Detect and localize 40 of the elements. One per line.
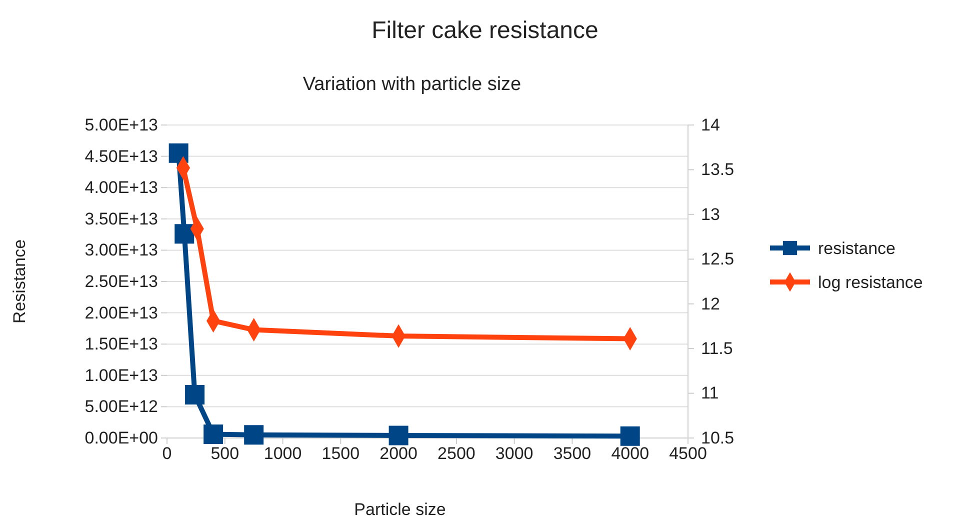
y-tick-label: 5.00E+12: [84, 397, 158, 416]
y-tick-label: 4.00E+13: [84, 178, 158, 198]
y-tick-label: 4.50E+13: [84, 146, 158, 166]
y2-tick-label: 13.5: [701, 160, 734, 180]
point: [185, 385, 205, 405]
y2-tick-label: 12.5: [701, 250, 734, 269]
x-tick-label: 2000: [380, 444, 418, 464]
y-tick-label: 0.00E+00: [84, 428, 158, 448]
x-tick-label: 500: [210, 444, 240, 464]
x-tick-label: 3500: [553, 444, 592, 464]
y-tick-label: 5.00E+13: [84, 115, 158, 134]
point: [174, 224, 194, 244]
x-axis-title: Particle size: [354, 500, 446, 519]
legend-label: resistance: [818, 239, 896, 258]
point: [620, 426, 640, 446]
y-tick-label: 1.00E+13: [84, 366, 158, 385]
y-tick-label: 2.00E+13: [84, 303, 158, 322]
legend-label: log resistance: [818, 273, 923, 292]
x-tick-label: 2500: [438, 444, 476, 464]
point: [204, 424, 224, 444]
y-tick-label: 2.50E+13: [84, 272, 158, 291]
x-tick-label: 4000: [611, 444, 650, 464]
x-tick-label: 3000: [495, 444, 534, 464]
y-tick-label: 3.50E+13: [84, 209, 158, 228]
y-tick-label: 1.50E+13: [84, 334, 158, 354]
y-tick-label: 3.00E+13: [84, 240, 158, 260]
x-tick-label: 1000: [264, 444, 302, 464]
y2-tick-label: 13: [701, 204, 720, 224]
y2-tick-label: 11: [701, 384, 719, 403]
chart-subtitle: Variation with particle size: [302, 74, 522, 95]
x-tick-label: 0: [162, 444, 172, 464]
chart-title: Filter cake resistance: [372, 17, 598, 44]
x-tick-label: 1500: [322, 444, 360, 464]
y2-tick-label: 11.5: [701, 339, 733, 358]
point: [244, 425, 264, 445]
y2-tick-label: 14: [701, 115, 720, 134]
y-axis-title: Resistance: [10, 239, 29, 324]
point: [168, 143, 188, 163]
y2-tick-label: 12: [701, 294, 720, 314]
point: [388, 426, 408, 446]
